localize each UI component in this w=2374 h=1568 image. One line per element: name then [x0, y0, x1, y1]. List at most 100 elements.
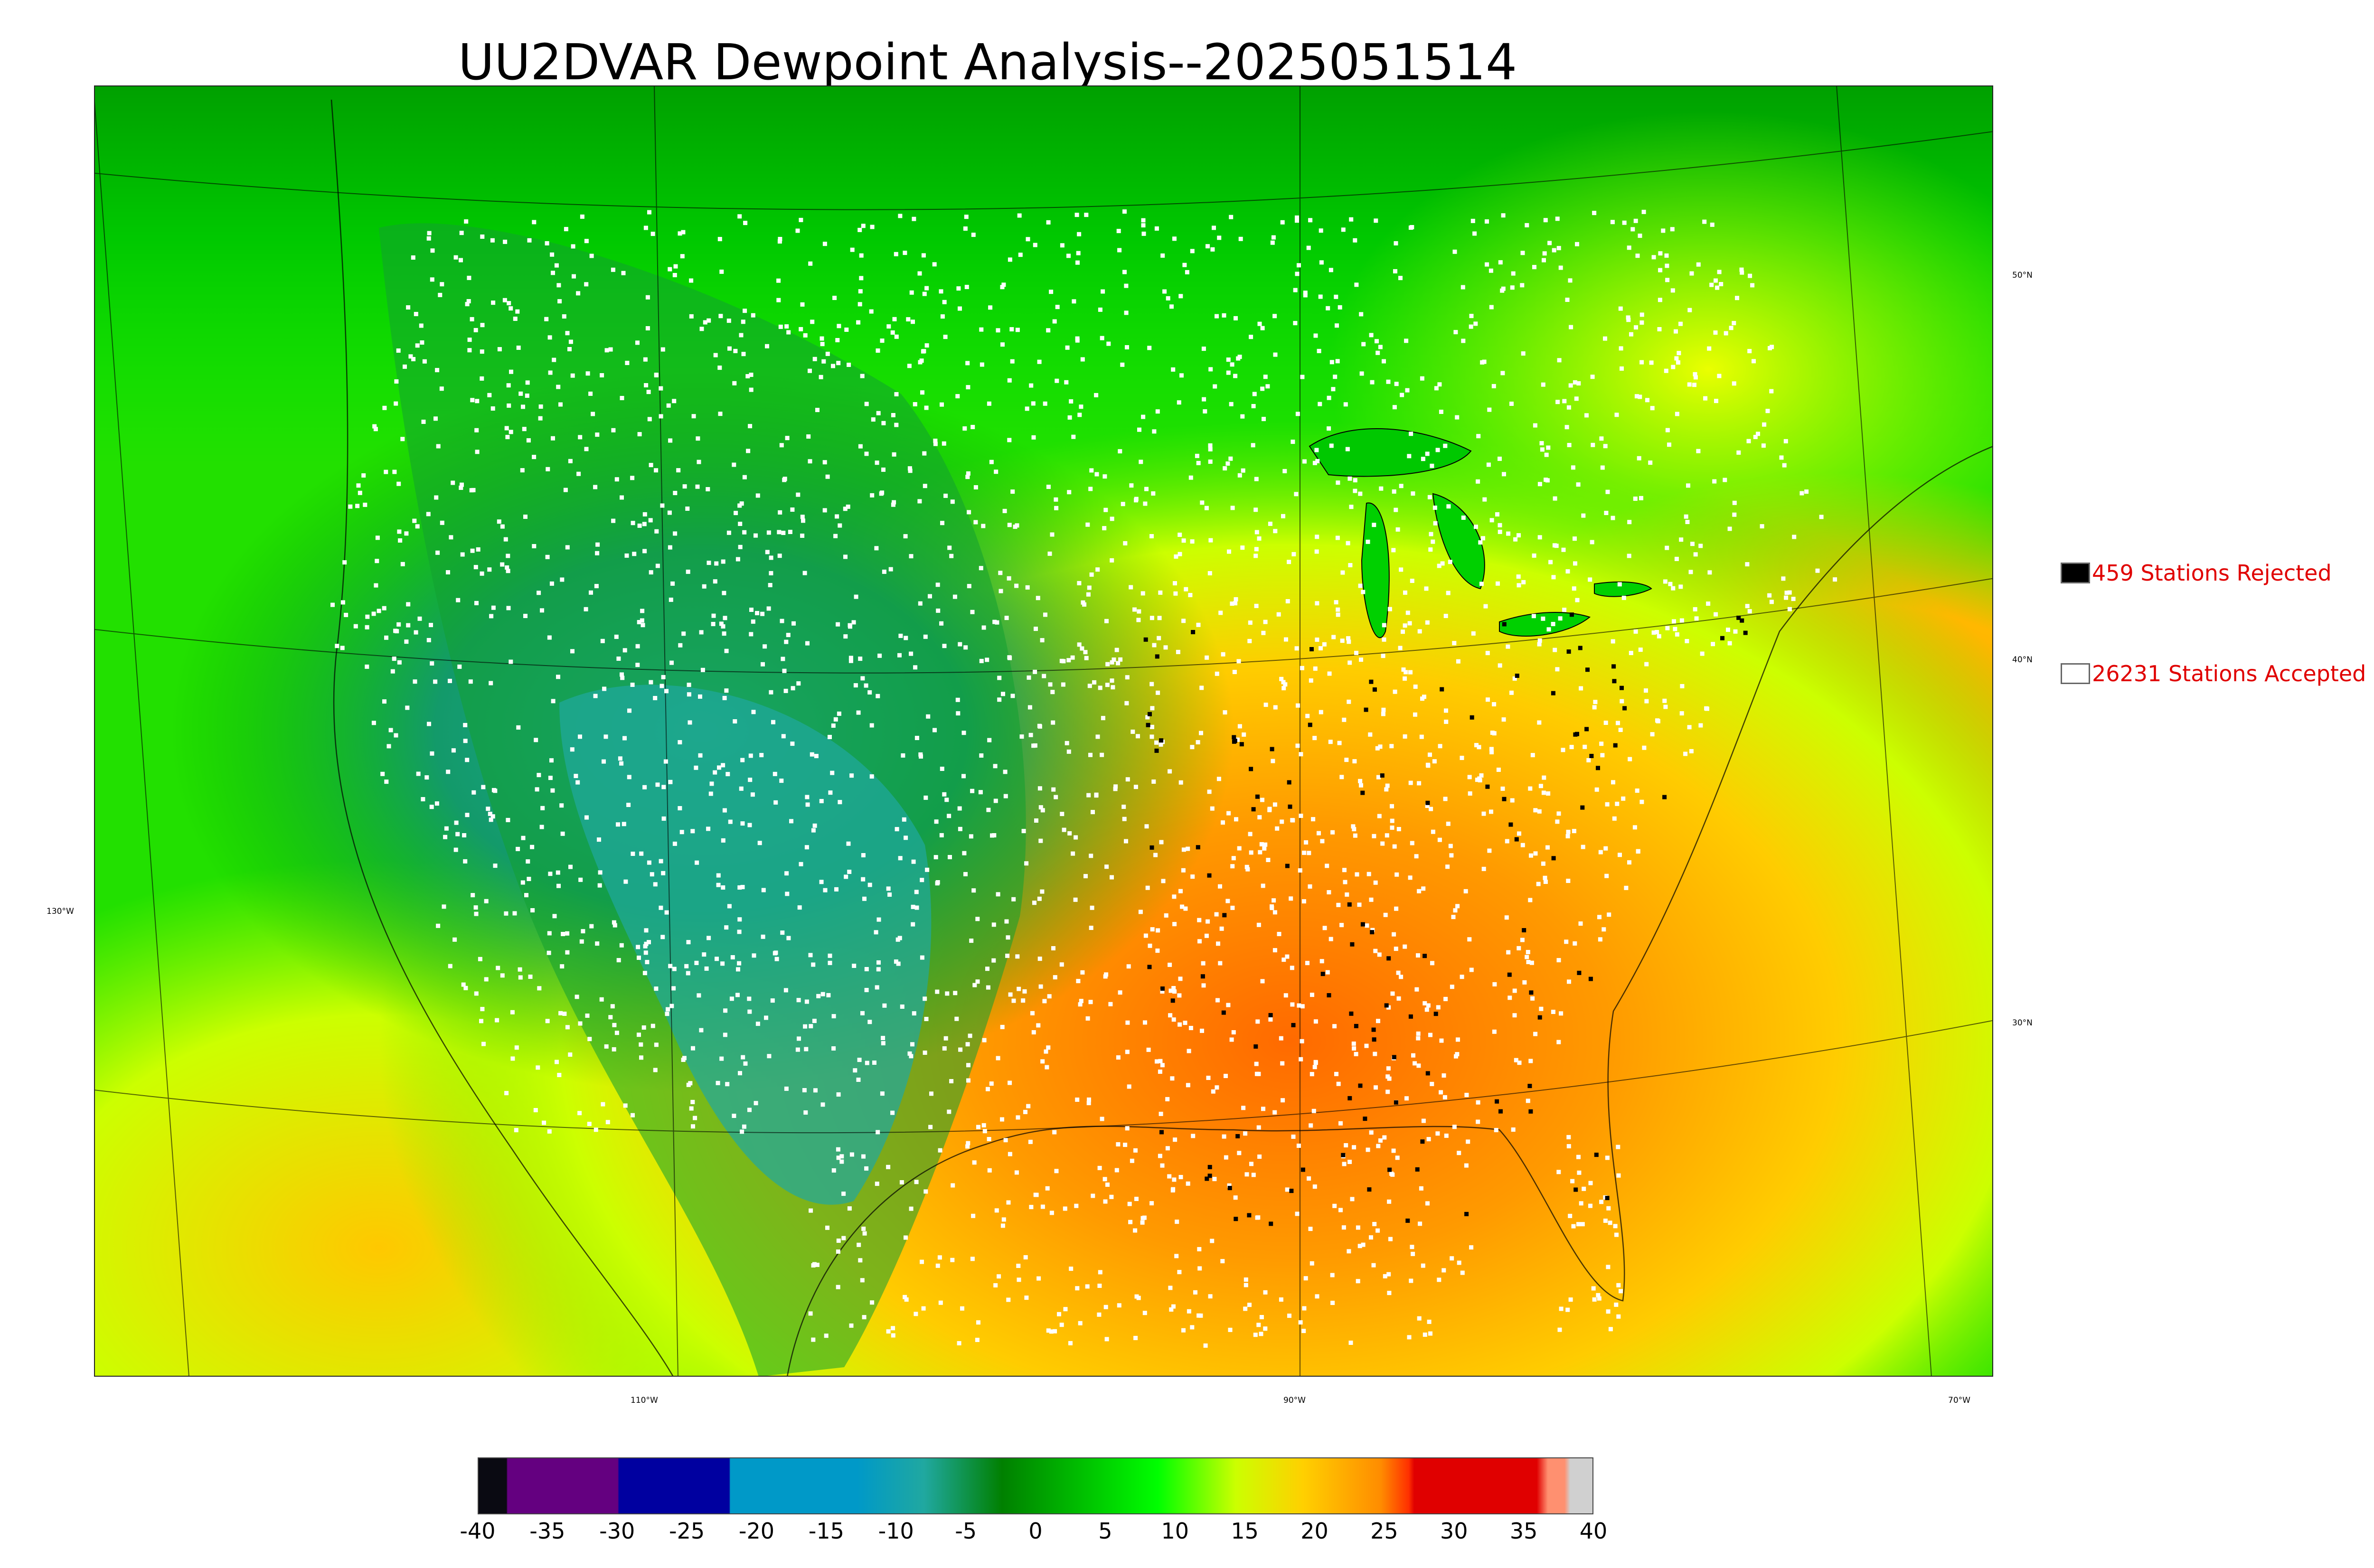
accepted-station-dot — [1212, 225, 1216, 230]
accepted-station-dot — [1290, 966, 1294, 970]
accepted-station-dot — [430, 277, 434, 282]
accepted-station-dot — [923, 996, 927, 1001]
accepted-station-dot — [595, 551, 600, 555]
accepted-station-dot — [869, 723, 874, 728]
accepted-station-dot — [687, 692, 691, 697]
accepted-station-dot — [1075, 1286, 1080, 1291]
accepted-station-dot — [1420, 696, 1424, 701]
accepted-station-dot — [738, 522, 743, 526]
accepted-station-dot — [1190, 249, 1195, 254]
accepted-station-dot — [1556, 1040, 1561, 1044]
accepted-station-dot — [433, 679, 438, 684]
rejected-station-dot — [1363, 1117, 1367, 1121]
accepted-station-dot — [1156, 928, 1160, 933]
accepted-station-dot — [649, 463, 653, 468]
accepted-station-dot — [1101, 716, 1105, 721]
accepted-station-dot — [1227, 1183, 1232, 1188]
accepted-station-dot — [822, 508, 827, 513]
accepted-station-dot — [1600, 465, 1605, 470]
accepted-station-dot — [1033, 669, 1037, 674]
accepted-station-dot — [912, 216, 916, 221]
accepted-station-dot — [1639, 312, 1644, 317]
accepted-station-dot — [1378, 1138, 1383, 1143]
accepted-station-dot — [755, 611, 760, 615]
dewpoint-map[interactable]: 50°N 40°N 30°N 130°W 110°W 90°W 70°W — [47, 85, 2033, 1405]
accepted-station-dot — [421, 420, 426, 424]
accepted-station-dot — [1732, 381, 1736, 386]
lon-label-130w: 130°W — [47, 907, 74, 916]
accepted-station-dot — [1201, 961, 1206, 966]
accepted-station-dot — [1060, 243, 1065, 248]
accepted-station-dot — [1437, 1277, 1441, 1282]
accepted-station-dot — [1339, 775, 1344, 779]
accepted-station-dot — [751, 313, 755, 318]
accepted-station-dot — [616, 822, 620, 827]
accepted-station-dot — [689, 1106, 694, 1111]
accepted-station-dot — [1566, 1144, 1571, 1148]
accepted-station-dot — [1414, 987, 1419, 992]
accepted-station-dot — [568, 1052, 573, 1057]
accepted-station-dot — [1171, 986, 1176, 990]
accepted-station-dot — [1038, 838, 1043, 843]
accepted-station-dot — [1021, 998, 1026, 1003]
accepted-station-dot — [565, 931, 570, 936]
accepted-station-dot — [1394, 241, 1398, 245]
accepted-station-dot — [735, 557, 740, 562]
accepted-station-dot — [1645, 398, 1649, 403]
accepted-station-dot — [434, 495, 439, 500]
accepted-station-dot — [1675, 632, 1679, 637]
accepted-station-dot — [1295, 412, 1300, 416]
accepted-station-dot — [1644, 699, 1649, 704]
accepted-station-dot — [1443, 996, 1448, 1001]
accepted-station-dot — [616, 657, 621, 661]
accepted-station-dot — [1004, 919, 1009, 924]
accepted-station-dot — [1603, 444, 1608, 449]
accepted-station-dot — [697, 460, 701, 464]
accepted-station-dot — [1576, 1222, 1581, 1227]
accepted-station-dot — [1584, 413, 1589, 418]
accepted-station-dot — [1319, 959, 1324, 964]
accepted-station-dot — [1784, 591, 1789, 595]
accepted-station-dot — [451, 480, 455, 485]
accepted-station-dot — [732, 381, 737, 385]
accepted-station-dot — [403, 364, 407, 369]
accepted-station-dot — [1745, 562, 1750, 567]
accepted-station-dot — [1357, 902, 1362, 907]
accepted-station-dot — [1085, 522, 1090, 527]
accepted-station-dot — [1046, 485, 1051, 489]
accepted-station-dot — [848, 624, 852, 629]
accepted-station-dot — [907, 364, 912, 368]
accepted-station-dot — [1366, 1147, 1370, 1152]
accepted-station-dot — [1528, 1059, 1533, 1063]
accepted-station-dot — [546, 950, 551, 955]
accepted-station-dot — [384, 635, 388, 640]
accepted-station-dot — [1392, 405, 1397, 410]
accepted-station-dot — [377, 609, 381, 613]
accepted-station-dot — [1381, 707, 1386, 712]
accepted-station-dot — [1142, 1215, 1147, 1220]
accepted-station-dot — [997, 676, 1002, 680]
accepted-station-dot — [1714, 399, 1718, 404]
accepted-station-dot — [733, 348, 738, 353]
accepted-station-dot — [1461, 338, 1466, 343]
accepted-station-dot — [942, 300, 947, 304]
accepted-station-dot — [1121, 502, 1125, 507]
accepted-station-dot — [1061, 682, 1065, 687]
accepted-station-dot — [880, 1091, 885, 1096]
accepted-station-dot — [1432, 759, 1437, 764]
accepted-station-dot — [1023, 1255, 1028, 1259]
accepted-station-dot — [1319, 260, 1324, 265]
accepted-station-dot — [1125, 1050, 1130, 1054]
accepted-station-dot — [1401, 629, 1405, 634]
accepted-station-dot — [965, 1042, 970, 1047]
accepted-station-dot — [669, 1004, 674, 1008]
accepted-station-dot — [1241, 468, 1245, 473]
accepted-station-dot — [1787, 607, 1792, 611]
dry-core — [559, 685, 932, 1205]
accepted-station-dot — [1383, 1274, 1387, 1278]
accepted-station-dot — [1478, 778, 1482, 783]
accepted-station-dot — [1125, 777, 1130, 782]
accepted-station-dot — [1451, 915, 1456, 920]
accepted-station-dot — [1342, 717, 1347, 722]
accepted-station-dot — [382, 699, 386, 704]
